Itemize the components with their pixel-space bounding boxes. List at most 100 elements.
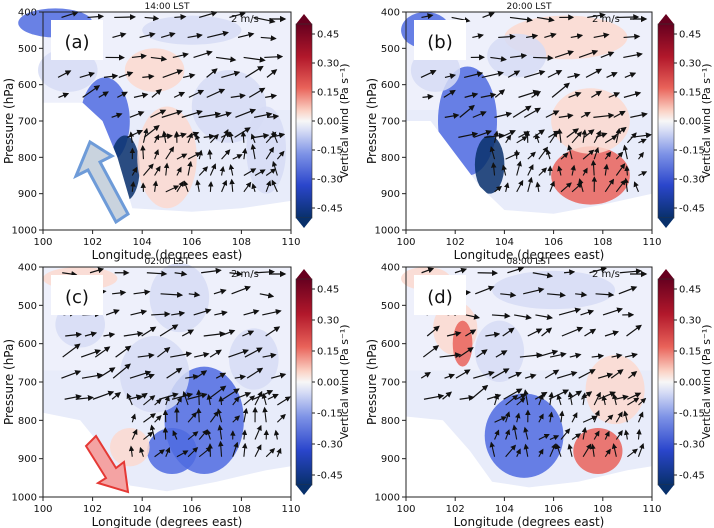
wind-vector xyxy=(476,349,488,358)
shading-contour xyxy=(109,428,150,467)
downslope-annotation-arrow xyxy=(84,434,130,494)
wind-vector xyxy=(482,12,495,19)
wind-vector xyxy=(604,151,612,160)
wind-vector xyxy=(498,33,516,40)
wind-vector xyxy=(595,291,615,298)
shading-contour xyxy=(487,33,547,78)
wind-vector xyxy=(531,91,542,98)
wind-vector xyxy=(547,291,566,298)
wind-vector xyxy=(250,143,257,160)
wind-vector xyxy=(465,329,477,337)
wind-vector xyxy=(493,130,499,143)
wind-vector xyxy=(198,10,218,19)
colorbar-tick-label: -0.30 xyxy=(679,175,705,186)
wind-vector xyxy=(516,179,524,193)
colorbar-tick-label: -0.15 xyxy=(679,146,705,157)
x-tick-label: 100 xyxy=(33,237,52,248)
wind-vector xyxy=(188,291,201,298)
wind-vector xyxy=(485,331,501,338)
wind-vector xyxy=(143,125,160,138)
wind-vector xyxy=(494,416,507,423)
wind-vector xyxy=(512,105,532,118)
wind-vector xyxy=(615,151,624,160)
wind-vector xyxy=(567,72,581,79)
wind-vector xyxy=(255,268,275,275)
wind-vector xyxy=(548,391,554,406)
wind-vector xyxy=(567,391,574,406)
wind-vector xyxy=(623,33,641,40)
wind-vector xyxy=(181,329,195,337)
wind-vector xyxy=(241,429,248,440)
wind-vector xyxy=(587,12,606,19)
x-tick-label: 104 xyxy=(133,237,152,248)
reference-vector-label: 2 m/s xyxy=(592,14,620,25)
wind-vector xyxy=(159,324,179,337)
wind-vector xyxy=(115,345,132,358)
wind-vector xyxy=(578,178,584,192)
wind-vector xyxy=(57,70,72,78)
wind-vector xyxy=(133,92,149,99)
wind-vector xyxy=(64,394,82,400)
wind-vector xyxy=(606,72,618,78)
colorbar-label: Vertical wind (Pa s⁻¹) xyxy=(700,63,713,178)
y-tick-label: 900 xyxy=(381,189,400,200)
wind-vector xyxy=(142,73,155,80)
wind-vector xyxy=(221,179,228,193)
wind-vector xyxy=(218,395,224,406)
wind-vector xyxy=(126,392,133,406)
wind-vector xyxy=(62,271,78,277)
colorbar-label: Vertical wind (Pa s⁻¹) xyxy=(338,63,351,178)
wind-vector xyxy=(160,291,184,298)
wind-vector xyxy=(627,392,642,400)
wind-vector xyxy=(187,32,203,39)
wind-vector xyxy=(246,367,264,379)
wind-vector xyxy=(623,177,629,192)
wind-vector xyxy=(251,183,257,193)
wind-vector xyxy=(560,152,569,160)
wind-vector xyxy=(87,13,105,20)
panel-label: (c) xyxy=(65,287,89,308)
wind-vector xyxy=(624,165,630,176)
wind-vector xyxy=(420,371,431,379)
wind-vector xyxy=(118,71,134,78)
wind-vector xyxy=(516,136,528,144)
x-tick-label: 100 xyxy=(33,504,52,515)
colorbar-tick-label: 0.15 xyxy=(317,347,339,358)
wind-vector xyxy=(580,309,595,316)
shading-contour xyxy=(573,428,623,474)
wind-vector xyxy=(501,164,507,176)
wind-vector xyxy=(232,396,240,406)
wind-vector xyxy=(157,347,171,358)
wind-vector xyxy=(554,50,575,58)
wind-vector xyxy=(604,414,614,423)
y-tick-label: 700 xyxy=(18,117,37,128)
y-tick-label: 900 xyxy=(381,454,400,465)
wind-vector xyxy=(176,166,182,176)
wind-vector xyxy=(231,285,251,295)
wind-vector xyxy=(166,367,183,379)
colorbar-bottom-extend xyxy=(658,218,674,228)
wind-vector xyxy=(131,53,147,60)
wind-vector xyxy=(216,56,237,63)
wind-vector xyxy=(638,171,648,177)
wind-vector xyxy=(535,181,541,192)
wind-vector xyxy=(604,448,611,458)
colorbar-top-extend xyxy=(296,14,312,24)
wind-vector xyxy=(624,72,637,78)
wind-vector xyxy=(439,352,462,359)
x-tick-label: 108 xyxy=(232,504,251,515)
wind-vector xyxy=(571,412,578,423)
wind-vector xyxy=(580,111,591,118)
wind-vector xyxy=(265,180,272,193)
wind-vector xyxy=(153,149,160,160)
wind-vector xyxy=(500,291,517,298)
wind-vector xyxy=(164,395,170,406)
wind-vector xyxy=(82,85,101,98)
wind-vector xyxy=(591,90,603,98)
shading-contour xyxy=(484,393,564,478)
wind-vector xyxy=(583,129,595,138)
wind-vector xyxy=(571,182,583,193)
wind-vector xyxy=(472,33,484,40)
wind-vector xyxy=(422,345,440,358)
panel-label: (b) xyxy=(427,32,452,53)
